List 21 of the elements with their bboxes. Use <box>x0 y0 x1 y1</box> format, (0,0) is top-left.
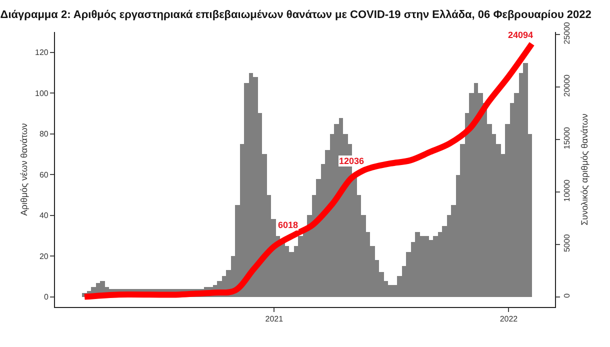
y2-axis-title: Συνολικός αριθμός θανάτων <box>580 113 590 226</box>
data-label: 24094 <box>508 30 534 40</box>
data-label: 12036 <box>339 156 364 166</box>
y-tick-label: 40 <box>39 211 49 220</box>
y2-tick-label: 0 <box>562 292 572 298</box>
y2-tick-label: 15000 <box>562 126 572 150</box>
y-tick-label: 0 <box>44 292 49 302</box>
y2-tick-label: 10000 <box>562 178 572 202</box>
chart-title: Διάγραμμα 2: Αριθμός εργαστηριακά επιβεβαιωμένων θανάτων με COVID-19 στην Ελλάδα, 06 Φεβρουαρίου 2022 <box>0 9 592 22</box>
y2-tick-label: 20000 <box>562 74 572 97</box>
y-tick-label: 60 <box>39 170 49 180</box>
y-tick-label: 80 <box>39 130 49 139</box>
y2-tick-label: 5000 <box>562 234 572 252</box>
y-axis-title: Αριθμός νέων θανάτων <box>19 122 29 216</box>
y-tick-label: 20 <box>39 252 49 261</box>
y-tick-label: 100 <box>35 88 49 98</box>
data-label: 6018 <box>278 220 298 230</box>
y2-tick-label: 25000 <box>562 21 572 44</box>
x-tick-label: 2022 <box>500 314 518 324</box>
x-tick-label: 2021 <box>265 314 284 324</box>
y-tick-label: 120 <box>35 48 49 58</box>
